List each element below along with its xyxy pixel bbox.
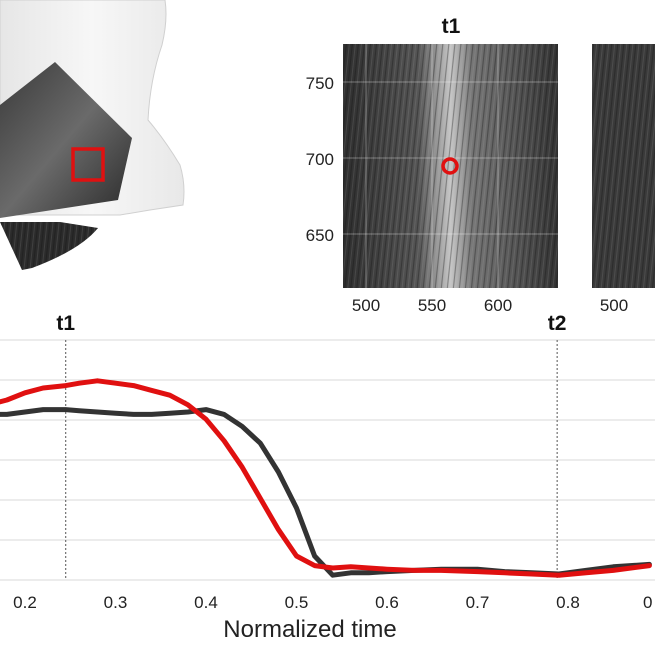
chart-series <box>0 378 652 578</box>
x-axis-label: Normalized time <box>223 616 396 643</box>
panel-t1-xtick: 500 <box>352 296 380 315</box>
panel-t1-xtick: 550 <box>418 296 446 315</box>
series-line-1 <box>0 407 652 578</box>
event-label-t1: t1 <box>56 312 75 335</box>
anatomy-view <box>0 0 185 270</box>
tracked-point-marker <box>441 157 459 175</box>
panel-t1-ytick: 750 <box>306 74 334 93</box>
line-chart: t1 t2 0.2 0.3 0.4 0.5 0.6 0.7 0.8 0 Normalized t… <box>0 312 655 643</box>
x-tick-label: 0.5 <box>285 593 309 612</box>
x-tick-label: 0.4 <box>194 593 218 612</box>
panel-t2-xtick: 500 <box>600 296 628 315</box>
panel-t1-title: t1 <box>442 15 461 38</box>
x-tick-label: 0.8 <box>556 593 580 612</box>
chart-x-ticks: 0.2 0.3 0.4 0.5 0.6 0.7 0.8 0 <box>13 593 652 612</box>
chart-event-lines: t1 t2 <box>56 312 566 580</box>
x-tick-label-partial: 0 <box>643 593 652 612</box>
x-tick-label: 0.6 <box>375 593 399 612</box>
roi-box <box>71 147 105 182</box>
series-line-0 <box>0 378 652 578</box>
x-tick-label: 0.3 <box>104 593 128 612</box>
event-label-t2: t2 <box>548 312 567 335</box>
panel-t1-ytick: 650 <box>306 226 334 245</box>
x-tick-label: 0.7 <box>466 593 490 612</box>
panel-t1: t1 750 700 650 500 550 600 <box>306 15 558 315</box>
x-tick-label: 0.2 <box>13 593 37 612</box>
chart-grid <box>0 339 655 581</box>
panel-t2: 500 <box>592 44 655 315</box>
panel-t1-ytick: 700 <box>306 150 334 169</box>
panel-t1-xtick: 600 <box>484 296 512 315</box>
